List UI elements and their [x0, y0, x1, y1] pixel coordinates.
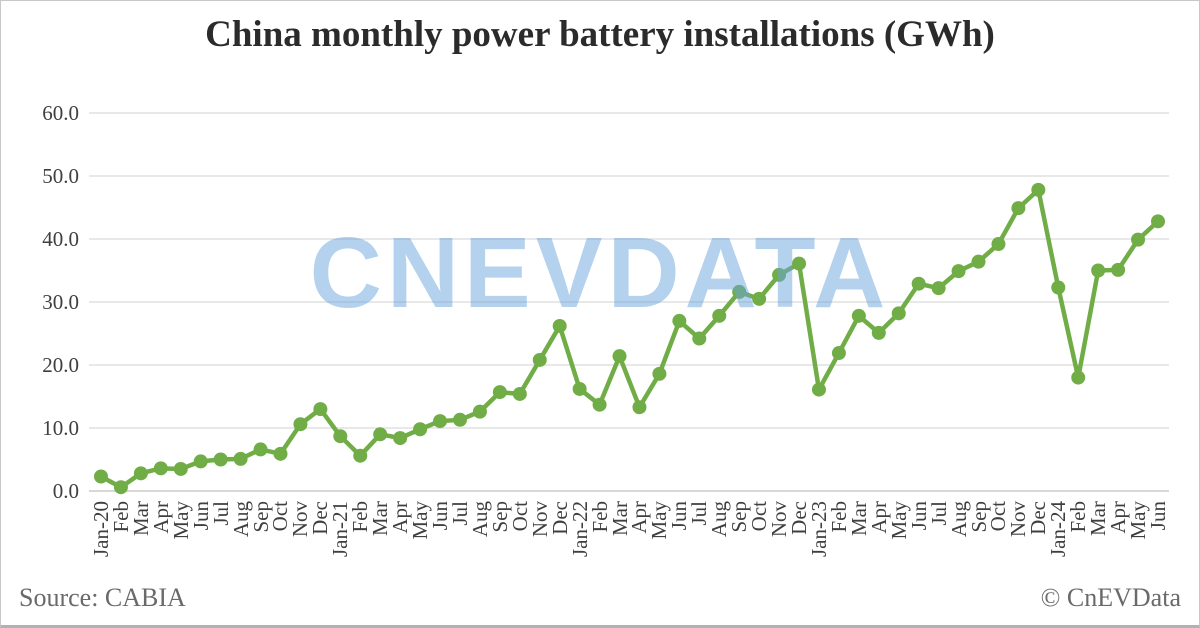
y-axis-tick-label: 0.0 [52, 479, 79, 503]
x-axis-tick-label: Jun [1146, 501, 1170, 531]
chart-title: China monthly power battery installation… [205, 14, 995, 55]
data-point-marker [94, 469, 108, 484]
data-point-marker [1151, 214, 1165, 229]
data-point-marker [752, 291, 767, 306]
data-point-marker [991, 237, 1006, 252]
data-point-marker [572, 381, 587, 396]
y-axis-tick-label: 40.0 [42, 227, 79, 251]
data-point-marker [273, 446, 288, 461]
copyright-label: © CnEVData [1040, 583, 1181, 612]
data-point-marker [971, 254, 986, 269]
data-point-marker [692, 331, 707, 346]
data-point-marker [792, 256, 807, 271]
data-point-marker [532, 352, 547, 367]
data-point-marker [772, 267, 787, 282]
data-point-marker [1071, 370, 1086, 385]
data-point-marker [672, 313, 687, 328]
data-point-marker [373, 427, 388, 442]
data-point-marker [1011, 201, 1026, 216]
data-point-marker [1031, 182, 1046, 197]
source-label: Source: CABIA [19, 583, 186, 612]
data-point-marker [512, 386, 527, 401]
data-point-marker [1091, 263, 1106, 278]
data-point-marker [193, 454, 208, 469]
data-point-marker [153, 461, 168, 476]
data-point-marker [393, 431, 408, 446]
data-point-marker [712, 308, 727, 323]
data-point-marker [253, 442, 268, 457]
data-point-marker [133, 466, 148, 481]
y-axis-tick-label: 30.0 [42, 290, 79, 314]
data-point-marker [472, 404, 487, 419]
data-point-marker [353, 448, 368, 463]
data-point-marker [492, 385, 507, 400]
data-point-marker [632, 400, 647, 415]
data-point-marker [552, 318, 567, 333]
data-point-marker [1131, 232, 1146, 247]
y-axis-tick-label: 20.0 [42, 353, 79, 377]
data-point-marker [1111, 262, 1126, 277]
data-point-marker [951, 264, 966, 279]
data-point-marker [113, 480, 128, 495]
data-point-marker [931, 281, 946, 296]
data-point-marker [871, 325, 886, 340]
y-axis-tick-label: 50.0 [42, 164, 79, 188]
data-point-marker [891, 306, 906, 321]
data-point-marker [213, 452, 228, 467]
data-point-marker [452, 412, 467, 427]
data-point-marker [233, 451, 248, 466]
data-point-marker [313, 402, 328, 417]
data-point-marker [1051, 280, 1066, 295]
data-point-marker [811, 382, 826, 397]
data-point-marker [413, 422, 428, 437]
data-point-marker [652, 366, 667, 381]
data-point-marker [592, 397, 607, 412]
data-point-marker [333, 429, 348, 444]
data-point-marker [173, 461, 188, 476]
data-point-marker [433, 414, 448, 429]
data-point-marker [732, 284, 747, 299]
data-point-marker [293, 417, 308, 432]
data-point-marker [612, 349, 627, 364]
y-axis-tick-label: 60.0 [42, 101, 79, 125]
data-point-marker [911, 276, 926, 291]
y-axis-tick-label: 10.0 [42, 416, 79, 440]
data-point-marker [831, 346, 846, 361]
data-point-marker [851, 308, 866, 323]
